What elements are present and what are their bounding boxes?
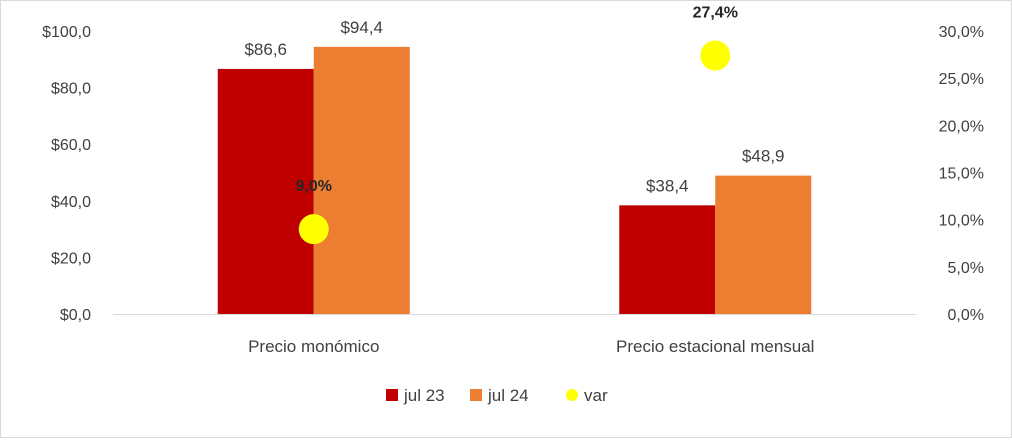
legend-label: jul 24 bbox=[487, 386, 529, 405]
right-axis-tick-label: 15,0% bbox=[939, 166, 984, 183]
var-data-label: 27,4% bbox=[693, 5, 738, 22]
right-axis-tick-label: 25,0% bbox=[939, 71, 984, 88]
right-axis-tick-label: 20,0% bbox=[939, 118, 984, 135]
bar-data-label: $48,9 bbox=[742, 147, 785, 166]
right-axis-tick-label: 5,0% bbox=[948, 260, 984, 277]
right-axis-tick-label: 30,0% bbox=[939, 24, 984, 41]
bar-jul-24 bbox=[715, 175, 812, 314]
var-point bbox=[298, 214, 329, 245]
var-point bbox=[700, 40, 731, 71]
legend-label: var bbox=[584, 386, 608, 405]
legend-marker-var bbox=[566, 389, 578, 401]
left-axis-tick-label: $40,0 bbox=[51, 194, 91, 211]
bar-data-label: $38,4 bbox=[646, 176, 689, 195]
bar-data-label: $94,4 bbox=[340, 18, 383, 37]
left-axis-tick-label: $0,0 bbox=[60, 307, 91, 324]
legend-label: jul 23 bbox=[403, 386, 445, 405]
bar-jul-23 bbox=[619, 205, 716, 314]
left-axis-tick-label: $100,0 bbox=[42, 24, 91, 41]
category-label: Precio monómico bbox=[248, 337, 379, 356]
legend-swatch bbox=[470, 389, 482, 401]
right-axis-tick-label: 10,0% bbox=[939, 213, 984, 230]
bar-jul-24 bbox=[313, 46, 410, 315]
category-label: Precio estacional mensual bbox=[616, 337, 814, 356]
left-axis-tick-label: $20,0 bbox=[51, 250, 91, 267]
right-axis-tick-label: 0,0% bbox=[948, 307, 984, 324]
var-data-label: 9,0% bbox=[296, 178, 332, 195]
legend-swatch bbox=[386, 389, 398, 401]
left-axis-tick-label: $80,0 bbox=[51, 81, 91, 98]
bar-jul-23 bbox=[217, 68, 314, 314]
bar-data-label: $86,6 bbox=[244, 40, 287, 59]
left-axis-tick-label: $60,0 bbox=[51, 137, 91, 154]
